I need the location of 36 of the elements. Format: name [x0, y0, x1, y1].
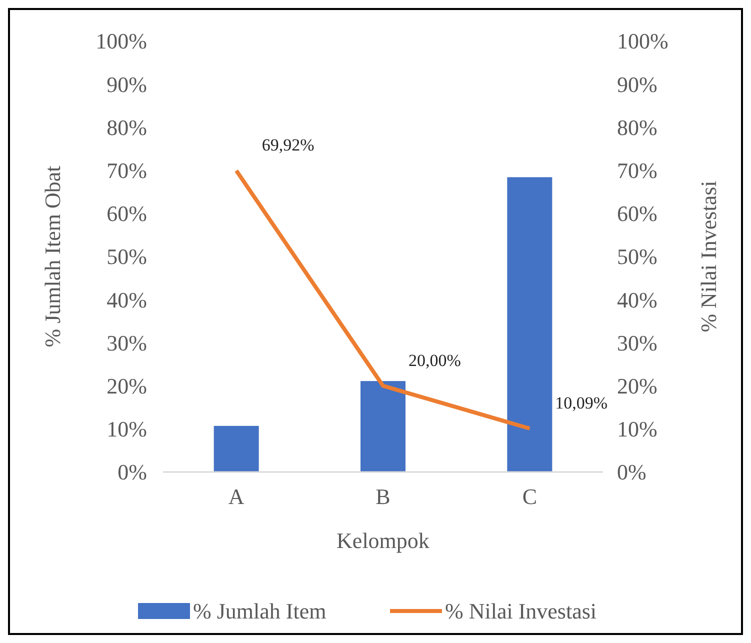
x-axis-title: Kelompok: [336, 528, 430, 553]
bar: [214, 426, 259, 472]
y2-tick-label: 90%: [617, 72, 658, 97]
data-label: 69,92%: [262, 136, 314, 155]
y-tick-label: 0%: [118, 460, 147, 485]
y2-axis-title: % Nilai Investasi: [696, 180, 721, 332]
y-tick-label: 40%: [106, 287, 147, 312]
y-tick-label: 50%: [106, 244, 147, 270]
y2-tick-label: 0%: [617, 460, 646, 485]
bar: [360, 381, 406, 472]
y2-tick-label: 40%: [617, 287, 658, 312]
y-tick-label: 70%: [106, 158, 147, 183]
x-tick-label: C: [522, 484, 538, 509]
y-axis-title: % Jumlah Item Obat: [40, 166, 65, 348]
y2-tick-label: 30%: [617, 330, 658, 356]
y2-tick-label: 50%: [617, 244, 658, 270]
y2-tick-label: 20%: [617, 374, 658, 398]
data-label: 10,09%: [555, 394, 608, 413]
legend-label: % Nilai Investasi: [445, 598, 597, 624]
y-tick-label: 20%: [106, 374, 147, 398]
y2-tick-label: 80%: [617, 114, 658, 140]
x-tick-label: A: [228, 484, 244, 509]
y-tick-label: 30%: [106, 330, 147, 356]
y-tick-label: 60%: [106, 201, 147, 226]
x-tick-label: B: [376, 484, 390, 509]
y2-tick-label: 60%: [617, 201, 658, 226]
data-label: 20,00%: [408, 350, 461, 370]
y-tick-label: 10%: [106, 416, 147, 442]
y-tick-label: 90%: [106, 72, 147, 97]
y-tick-label: 80%: [106, 114, 147, 140]
y2-tick-label: 10%: [617, 416, 658, 442]
legend-label: % Jumlah Item: [193, 598, 326, 624]
y-tick-label: 100%: [96, 28, 147, 54]
y2-tick-label: 100%: [617, 28, 668, 54]
bar: [507, 177, 552, 472]
y2-tick-label: 70%: [617, 158, 658, 183]
